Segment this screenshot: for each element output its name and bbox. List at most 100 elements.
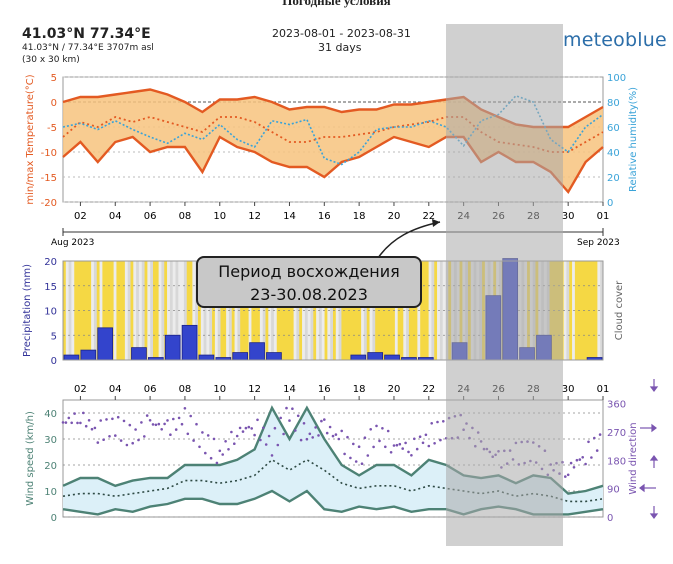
temperature-x-tick-label: 18 — [353, 211, 366, 222]
wind-direction-point — [595, 449, 599, 452]
cloud-cover-stripe — [324, 261, 328, 360]
cloud-cover-stripe — [240, 261, 244, 360]
wind-direction-point — [302, 422, 306, 425]
wind-direction-point — [90, 427, 94, 431]
wind-direction-point — [93, 426, 97, 430]
wind-x-tick-label: 12 — [248, 384, 261, 395]
wind-direction-point — [195, 422, 198, 426]
wind-direction-point — [160, 428, 163, 431]
month-label-aug: Aug 2023 — [51, 238, 94, 248]
cloud-cover-stripe — [428, 261, 432, 360]
precipitation-bar — [384, 354, 400, 361]
cloud-cover-stripe — [425, 261, 430, 360]
cloud-cover-stripe — [226, 261, 230, 360]
temperature-tick-label: -10 — [41, 148, 57, 159]
wind-direction-point — [413, 437, 416, 441]
wind-direction-point — [70, 421, 73, 425]
wind-direction-arrow-icon — [649, 455, 659, 461]
wind-direction-point — [401, 447, 405, 450]
wind-direction-point — [218, 449, 222, 453]
cloud-cover-stripe — [569, 261, 573, 360]
cloud-cover-stripe — [130, 261, 134, 360]
cloud-cover-stripe — [119, 261, 123, 360]
wind-direction-point — [157, 422, 161, 426]
wind-direction-point — [250, 427, 253, 430]
humidity-line — [62, 94, 604, 166]
wind-direction-point — [183, 407, 187, 410]
callout-arrow — [377, 221, 441, 259]
precipitation-bar — [232, 352, 249, 361]
cloud-cover-stripe — [279, 261, 283, 360]
wind-direction-point — [134, 428, 137, 431]
temperature-x-tick-label: 12 — [248, 211, 261, 222]
wind-direction-point — [314, 426, 317, 429]
precipitation-tick-label: 0 — [51, 356, 57, 367]
wind-direction-point — [241, 430, 245, 433]
wind-direction-point — [154, 423, 158, 427]
cloud-cover-stripe — [175, 261, 179, 360]
cloud-cover-stripe — [105, 261, 109, 360]
wind-direction-point — [439, 438, 442, 442]
wind-direction-point — [204, 451, 207, 455]
cloud-cover-stripe — [164, 261, 168, 360]
precipitation-bar — [266, 352, 282, 361]
location-detail: 41.03°N / 77.34°E 3707m asl — [22, 43, 154, 53]
precipitation-tick-label: 15 — [44, 282, 57, 293]
wind-direction-point — [436, 420, 439, 424]
wind-x-tick-label: 20 — [388, 384, 401, 395]
wind-direction-point — [198, 445, 201, 449]
wind-direction-point — [119, 439, 123, 442]
wind-direction-point — [291, 407, 294, 411]
wind-direction-point — [590, 456, 593, 459]
wind-speed-axis-label: Wind speed (km/h) — [25, 411, 36, 506]
wind-direction-point — [360, 462, 364, 466]
wind-speed-tick-label: 10 — [44, 487, 57, 498]
wind-direction-point — [593, 436, 596, 440]
wind-direction-point — [349, 456, 352, 460]
wind-direction-point — [398, 442, 402, 446]
date-range: 2023-08-01 - 2023-08-31 — [272, 27, 411, 40]
wind-direction-point — [386, 429, 390, 433]
cloud-cover-stripe — [113, 261, 117, 360]
cloud-cover-stripe — [439, 261, 444, 360]
wind-direction-point — [79, 421, 82, 425]
wind-direction-point — [334, 433, 338, 436]
cloud-cover-stripe — [318, 261, 323, 360]
cloud-cover-stripe — [169, 261, 174, 360]
cloud-cover-stripe — [68, 261, 72, 360]
wind-direction-point — [114, 434, 117, 437]
wind-x-tick-label: 10 — [213, 384, 226, 395]
wind-direction-point — [84, 424, 88, 428]
cloud-cover-stripe — [200, 261, 205, 360]
wind-direction-point — [244, 426, 248, 430]
temperature-tick-label: 0 — [51, 98, 57, 109]
callout-dates: 23-30.08.2023 — [250, 285, 368, 304]
wind-direction-point — [384, 445, 387, 449]
wind-direction-tick-label: 360 — [607, 400, 626, 411]
cloud-cover-stripe — [228, 261, 233, 360]
wind-direction-point — [169, 433, 172, 437]
wind-direction-point — [224, 440, 227, 443]
cloud-cover-stripe — [195, 261, 199, 360]
cloud-cover-stripe — [355, 261, 359, 360]
wind-direction-tick-label: 90 — [607, 485, 620, 496]
cloud-cover-stripe — [285, 261, 289, 360]
wind-direction-point — [407, 450, 410, 454]
precipitation-bar — [350, 354, 367, 361]
wind-direction-point — [259, 438, 262, 442]
wind-direction-point — [145, 414, 149, 417]
wind-direction-point — [279, 416, 283, 420]
cloud-cover-stripe — [394, 261, 399, 360]
cloud-cover-stripe — [79, 261, 84, 360]
wind-direction-point — [227, 448, 230, 451]
precipitation-bar — [249, 342, 265, 361]
cloud-cover-stripe — [330, 261, 334, 360]
wind-direction-point — [131, 441, 134, 445]
wind-direction-point — [209, 456, 213, 460]
wind-direction-point — [215, 461, 219, 465]
humidity-tick-label: 60 — [607, 123, 620, 134]
wind-direction-point — [262, 426, 265, 430]
wind-x-tick-label: 06 — [144, 384, 157, 395]
precipitation-bar — [131, 347, 147, 361]
cloud-cover-stripe — [408, 261, 413, 360]
